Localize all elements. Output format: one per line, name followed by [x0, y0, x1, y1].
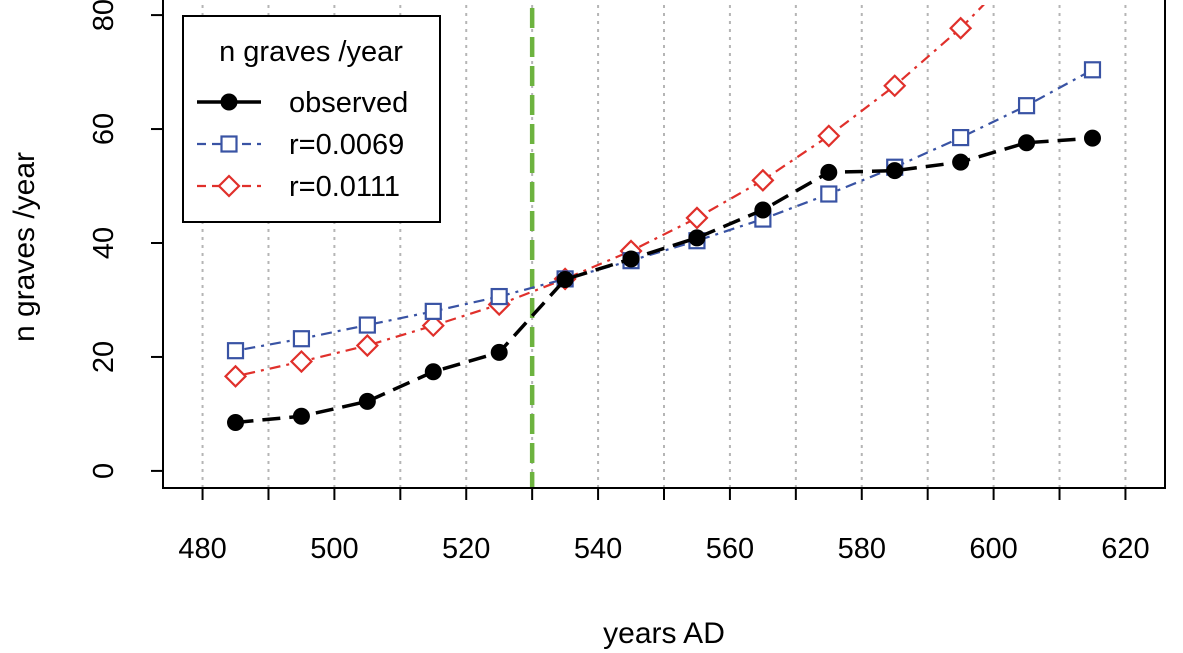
x-tick-label: 520 — [442, 533, 490, 565]
legend-item: r=0.0111 — [197, 171, 400, 203]
data-point — [952, 153, 970, 171]
data-point — [490, 287, 508, 306]
y-axis: 0 20 40 60 80 — [88, 0, 163, 479]
data-point — [424, 302, 442, 320]
data-point — [820, 163, 838, 181]
legend: n graves /year observed r=0.0069 r=0.0111 — [182, 15, 441, 223]
legend-marker — [220, 93, 238, 111]
data-point — [358, 392, 376, 410]
data-point — [949, 16, 973, 40]
data-point — [685, 206, 709, 230]
legend-label: r=0.0069 — [289, 129, 404, 161]
y-tick-label: 80 — [88, 0, 120, 31]
data-point — [1017, 97, 1036, 115]
legend-title: n graves /year — [219, 36, 403, 68]
y-tick-label: 20 — [88, 341, 120, 373]
data-point — [1083, 129, 1101, 147]
data-point — [227, 413, 245, 431]
legend-label: r=0.0111 — [289, 171, 400, 203]
series-1 — [227, 129, 1101, 431]
data-point — [751, 168, 775, 192]
legend-item: observed — [197, 87, 408, 119]
legend-item: r=0.0069 — [197, 129, 404, 161]
series-layer — [223, 5, 1102, 431]
legend-marker — [220, 135, 238, 153]
legend-items: observed r=0.0069 r=0.0111 — [197, 87, 408, 203]
data-point — [355, 334, 379, 358]
series-line — [235, 136, 1093, 425]
data-point — [490, 343, 508, 361]
x-tick-label: 540 — [574, 533, 622, 565]
x-axis-label: years AD — [603, 617, 725, 650]
y-axis-label: n graves /year — [8, 152, 41, 342]
series-line — [235, 5, 985, 378]
plot-frame — [162, 0, 1166, 489]
data-point — [556, 270, 574, 288]
y-tick-label: 40 — [88, 227, 120, 259]
data-point — [622, 250, 640, 268]
data-point — [817, 124, 841, 148]
data-point — [223, 364, 248, 388]
x-tick-label: 580 — [838, 533, 886, 565]
data-point — [424, 363, 442, 381]
data-point — [886, 162, 904, 180]
data-point — [883, 74, 907, 98]
data-point — [289, 349, 313, 374]
y-tick-label: 0 — [88, 463, 120, 479]
y-tick-label: 60 — [88, 113, 120, 145]
data-point — [226, 342, 245, 360]
data-point — [1083, 61, 1102, 79]
data-point — [820, 185, 838, 203]
x-tick-label: 600 — [969, 533, 1017, 565]
data-point — [952, 128, 970, 147]
data-point — [292, 407, 310, 425]
x-tick-label: 500 — [310, 533, 358, 565]
data-point — [1018, 134, 1036, 152]
data-point — [421, 314, 445, 338]
x-tick-label: 480 — [178, 533, 226, 565]
x-tick-label: 620 — [1101, 533, 1149, 565]
data-point — [292, 330, 311, 348]
legend-label: observed — [289, 87, 408, 119]
data-point — [688, 229, 706, 247]
series-line — [235, 68, 1094, 352]
grid-layer — [201, 5, 1127, 488]
x-tick-label: 560 — [706, 533, 754, 565]
data-point — [754, 201, 772, 219]
legend-marker — [217, 174, 241, 198]
x-axis: 480 500 520 540 560 580 600 620 — [178, 488, 1150, 565]
data-point — [358, 316, 376, 334]
